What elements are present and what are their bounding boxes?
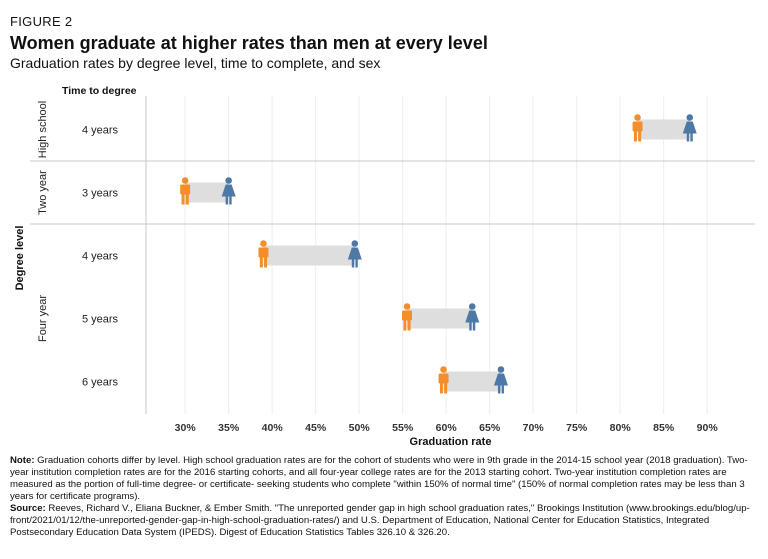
x-tick-label: 90% [697, 422, 719, 434]
source-label: Source: [10, 503, 46, 514]
x-tick-label: 40% [262, 422, 284, 434]
note-label: Note: [10, 455, 35, 466]
woman-marker [347, 240, 362, 268]
x-tick-label: 80% [610, 422, 632, 434]
row-label: 5 years [82, 314, 119, 326]
notes-block: Note: Graduation cohorts differ by level… [10, 455, 750, 539]
x-tick-label: 85% [653, 422, 675, 434]
gap-bar [407, 308, 473, 329]
man-marker [438, 366, 449, 394]
row-label: 3 years [82, 188, 119, 200]
x-tick-label: 60% [436, 422, 458, 434]
row-label: 4 years [82, 251, 119, 263]
x-tick-label: 50% [349, 422, 371, 434]
gap-bar [443, 371, 501, 392]
man-marker [402, 303, 412, 331]
gap-bar [637, 119, 690, 140]
group-label: Four year [37, 295, 49, 342]
row-label: 6 years [82, 377, 119, 389]
woman-marker [221, 177, 236, 205]
woman-marker [682, 114, 697, 142]
man-marker [180, 177, 191, 205]
figure-label: FIGURE 2 [10, 14, 73, 29]
x-axis-title: Graduation rate [410, 436, 492, 448]
x-tick-label: 55% [392, 422, 414, 434]
y-axis-title: Degree level [14, 226, 26, 291]
x-tick-label: 45% [305, 422, 327, 434]
x-tick-label: 70% [523, 422, 545, 434]
row-label: 4 years [82, 125, 119, 137]
x-tick-label: 30% [175, 422, 197, 434]
chart-title: Women graduate at higher rates than men … [10, 33, 488, 53]
chart-subtitle: Graduation rates by degree level, time t… [10, 55, 381, 71]
woman-marker [465, 303, 480, 331]
dumbbell-chart: 30% 35% 40% 45% 50% 55% 60% 65% 70% 75% 80% 85% 90% T… [14, 85, 755, 448]
x-tick-label: 75% [566, 422, 588, 434]
man-marker [258, 240, 269, 268]
gap-bar [263, 245, 355, 266]
x-tick-label: 35% [218, 422, 240, 434]
group-label: High school [37, 101, 49, 158]
woman-marker [493, 366, 508, 394]
x-tick-label: 65% [479, 422, 501, 434]
time-to-degree-header: Time to degree [62, 85, 137, 97]
note-text: Graduation cohorts differ by level. High… [10, 455, 748, 502]
man-marker [632, 114, 643, 142]
group-label: Two year [37, 170, 49, 215]
source-text: Reeves, Richard V., Eliana Buckner, & Em… [10, 503, 750, 538]
gap-bar [185, 182, 229, 203]
